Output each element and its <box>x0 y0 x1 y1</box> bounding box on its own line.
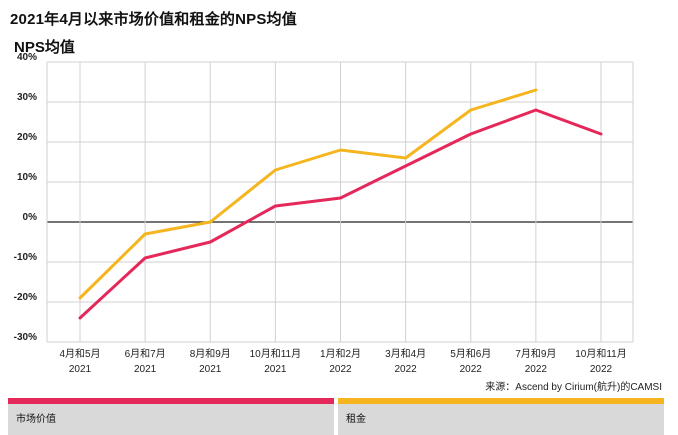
legend-swatch-market-value <box>8 398 334 404</box>
x-tick-label-year: 2022 <box>395 364 418 375</box>
y-tick-label: 10% <box>17 172 37 183</box>
x-tick-label: 6月和7月 <box>125 348 166 360</box>
y-tick-label: -10% <box>14 252 37 263</box>
legend-item-market-value: 市场价值 <box>8 398 334 435</box>
source-note: 来源：Ascend by Cirium(航升)的CAMSI <box>485 382 662 393</box>
x-tick-label: 10月和11月 <box>575 348 627 360</box>
y-tick-label: 40% <box>17 52 37 63</box>
x-tick-label-year: 2022 <box>460 364 483 375</box>
line-chart: 40% 30% 20% 10% 0% -10% -20% -30% 4月和5月 2021 6月和7月… <box>14 52 634 375</box>
chart-subtitle: NPS均值 <box>14 39 75 56</box>
x-tick-label: 10月和11月 <box>250 348 302 360</box>
series-line-market-value <box>78 108 603 320</box>
x-tick-label-year: 2022 <box>329 364 352 375</box>
chart-title: 2021年4月以来市场价值和租金的NPS均值 <box>10 11 297 28</box>
legend-item-rent: 租金 <box>338 398 664 435</box>
y-tick-label: 30% <box>17 92 37 103</box>
y-tick-label: 0% <box>23 212 38 223</box>
x-tick-label-year: 2021 <box>199 364 222 375</box>
x-tick-label-year: 2022 <box>525 364 548 375</box>
x-tick-label: 5月和6月 <box>450 348 491 360</box>
x-tick-label: 1月和2月 <box>320 348 361 360</box>
x-tick-label-year: 2021 <box>134 364 157 375</box>
x-tick-label: 4月和5月 <box>59 348 100 360</box>
y-tick-label: -20% <box>14 292 37 303</box>
legend-swatch-rent <box>338 398 664 404</box>
x-tick-label-year: 2022 <box>590 364 613 375</box>
x-tick-label: 8月和9月 <box>190 348 231 360</box>
y-tick-label: 20% <box>17 132 37 143</box>
x-tick-label-year: 2021 <box>69 364 92 375</box>
x-tick-label: 3月和4月 <box>385 348 426 360</box>
y-tick-label: -30% <box>14 332 37 343</box>
legend-label-market-value: 市场价值 <box>16 414 56 425</box>
x-tick-label-year: 2021 <box>264 364 287 375</box>
series-line-rent <box>78 88 538 300</box>
legend-label-rent: 租金 <box>346 414 366 425</box>
x-tick-label: 7月和9月 <box>515 348 556 360</box>
